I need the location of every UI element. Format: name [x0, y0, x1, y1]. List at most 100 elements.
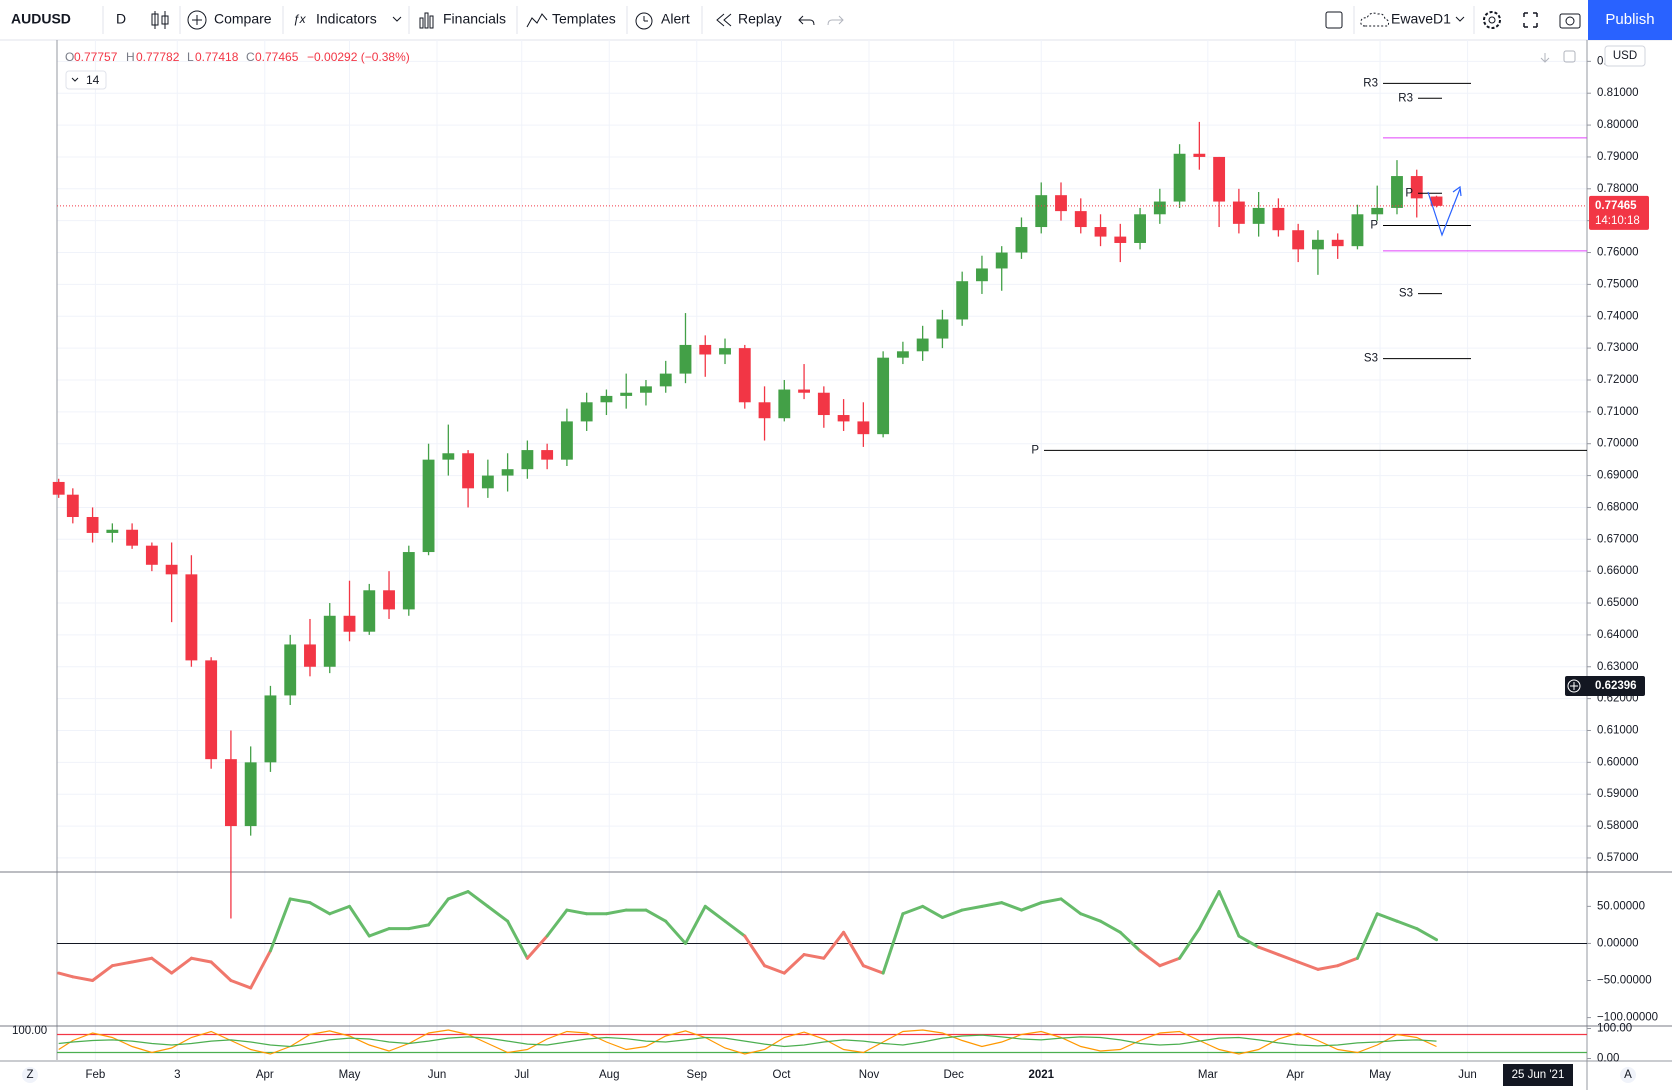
alert-icon[interactable] — [635, 12, 653, 30]
zoom-button[interactable] — [22, 1067, 38, 1083]
x-tick-label: 3 — [174, 1069, 180, 1081]
y-tick-label: 0.69000 — [1597, 470, 1639, 482]
candle-body — [679, 344, 692, 374]
candle-body — [798, 389, 811, 393]
chart-type-icon[interactable] — [151, 11, 169, 29]
symbol[interactable]: AUDUSD — [11, 11, 71, 27]
legend-key: H — [126, 50, 135, 64]
candle-body — [1114, 236, 1127, 243]
oscillator-segment — [782, 953, 806, 975]
oscillator-segment — [1118, 930, 1142, 953]
fullscreen-box-icon[interactable] — [1325, 11, 1343, 29]
candle-body — [758, 402, 771, 419]
oscillator-segment — [150, 956, 174, 975]
candle-body — [422, 459, 435, 553]
candle-body — [1232, 201, 1245, 224]
legend-value: 0.77465 — [255, 50, 299, 64]
legend: O 0.77757 H 0.77782 L 0.77418 C 0.77465 … — [65, 50, 1576, 90]
oscillator-segment — [288, 897, 312, 905]
x-tick-label: Dec — [943, 1069, 964, 1081]
currency[interactable]: USD — [1613, 50, 1637, 62]
templates-icon[interactable] — [526, 13, 548, 28]
scroll-icon[interactable] — [1540, 53, 1550, 63]
snapshot-icon[interactable] — [1559, 13, 1581, 29]
compare-button[interactable]: Compare — [214, 11, 272, 27]
indicators-button[interactable]: Indicators — [316, 11, 377, 27]
crosshair-badge — [1565, 676, 1645, 697]
templates-button[interactable]: Templates — [552, 11, 616, 27]
redo-icon[interactable] — [827, 15, 844, 26]
y-tick-label: 0.71000 — [1597, 406, 1639, 418]
candle-body — [857, 421, 870, 435]
publish-button[interactable] — [1588, 0, 1672, 40]
footer-z[interactable]: Z — [26, 1069, 33, 1081]
candle-body — [1134, 214, 1146, 243]
layout-name[interactable]: EwaveD1 — [1391, 11, 1451, 27]
legend-value: 0.77782 — [136, 50, 180, 64]
y-tick-label: 0.79000 — [1597, 151, 1639, 163]
oscillator-segment — [1375, 912, 1399, 923]
alert-button[interactable]: Alert — [661, 11, 690, 27]
oscillator-segment — [980, 901, 1004, 908]
footer-a[interactable]: A — [1624, 1069, 1632, 1081]
marks-layer: Feb 3 Apr May Jun Jul Aug Sep Oct Nov Dec 2021 Mar Ap… — [12, 55, 1658, 1081]
candle-body — [383, 590, 395, 610]
oscillator-segment — [268, 897, 292, 953]
replay-button[interactable]: Replay — [738, 11, 782, 27]
oscillator-segment — [743, 934, 767, 968]
publish-label[interactable]: Publish — [1605, 11, 1654, 28]
oscillator-segment — [1138, 949, 1162, 968]
financials-button[interactable]: Financials — [443, 11, 506, 27]
undo-icon[interactable] — [798, 15, 815, 26]
candle-body — [1351, 214, 1364, 247]
oscillator-segment — [545, 908, 569, 938]
currency-badge[interactable] — [1604, 45, 1646, 67]
candle-body — [620, 392, 633, 396]
interval[interactable]: D — [116, 11, 126, 27]
oscillator-segment — [446, 890, 470, 901]
pivot-label: R3 — [1363, 77, 1378, 89]
replay-icon[interactable] — [716, 13, 732, 27]
candle-body — [1292, 230, 1305, 250]
cursor-date: 25 Jun '21 — [1512, 1069, 1565, 1081]
oscillator-segment — [861, 964, 885, 975]
financials-icon[interactable] — [419, 12, 434, 29]
x-tick-label: Apr — [1286, 1069, 1304, 1081]
candle-body — [976, 268, 988, 282]
oscillator-segment — [229, 979, 253, 990]
indicators-toggle[interactable] — [65, 70, 107, 90]
indicators-count[interactable]: 14 — [86, 73, 100, 87]
settings-icon[interactable] — [1483, 11, 1501, 29]
oscillator-segment — [723, 919, 747, 938]
legend-key: C — [246, 50, 255, 64]
candle-body — [1015, 227, 1028, 253]
series-line — [58, 1029, 1437, 1055]
maximize-icon[interactable] — [1563, 50, 1576, 63]
crosshair-plus-icon[interactable] — [1567, 679, 1581, 693]
oscillator-segment — [1039, 897, 1063, 905]
dropdown-icon[interactable] — [1455, 16, 1465, 22]
drawing-path[interactable] — [1427, 188, 1461, 237]
y-tick-label: −100.00000 — [1597, 1012, 1658, 1024]
drawing-arrowhead[interactable] — [1452, 185, 1462, 197]
indicators-icon[interactable]: ƒx — [293, 12, 307, 26]
candle-body — [1193, 153, 1206, 157]
expand-icon[interactable] — [1523, 12, 1538, 28]
oscillator-segment — [57, 971, 75, 979]
oscillator-segment — [565, 908, 589, 916]
y-tick-label: 0.68000 — [1597, 501, 1639, 513]
candle-body — [995, 252, 1008, 269]
candle-body — [1074, 211, 1087, 228]
oscillator-segment — [209, 960, 233, 983]
dropdown-icon[interactable] — [392, 16, 402, 22]
candle-body — [778, 389, 791, 419]
candle-body — [205, 660, 218, 760]
toggle-icon[interactable] — [71, 77, 79, 82]
oscillator-segment — [506, 919, 529, 960]
y-tick-label: 0.63000 — [1597, 661, 1639, 673]
compare-icon[interactable] — [187, 10, 207, 30]
x-tick-label: Sep — [687, 1069, 707, 1081]
y-tick-label: 0.72000 — [1597, 374, 1639, 386]
auto-button[interactable] — [1620, 1067, 1636, 1083]
y-tick-label: 0.58000 — [1597, 820, 1639, 832]
